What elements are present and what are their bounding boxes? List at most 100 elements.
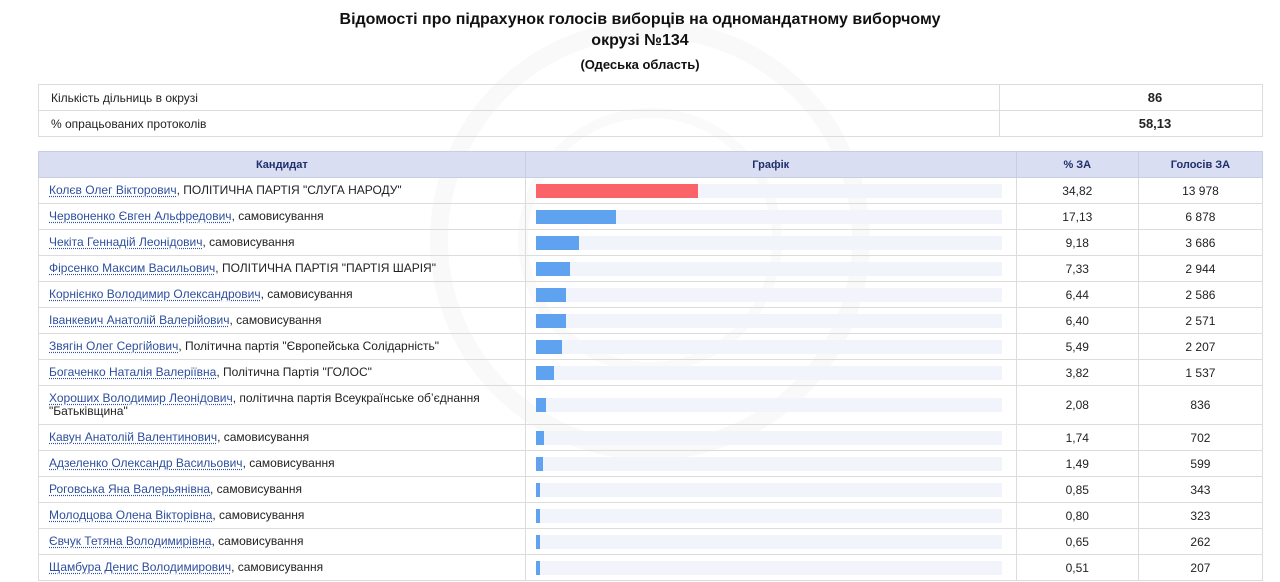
vote-share-bar xyxy=(535,313,566,328)
candidate-party: , ПОЛІТИЧНА ПАРТІЯ "ПАРТІЯ ШАРІЯ" xyxy=(215,261,436,275)
pct-cell: 0,85 xyxy=(1015,476,1139,503)
pct-cell: 0,65 xyxy=(1015,528,1139,555)
vote-share-bar xyxy=(535,508,540,523)
pct-cell: 34,82 xyxy=(1015,177,1139,204)
candidate-cell: Адзеленко Олександр Васильович, самовису… xyxy=(38,450,526,477)
candidate-row: Корнієнко Володимир Олександрович, самов… xyxy=(38,281,1264,308)
candidate-cell: Роговська Яна Валерьянівна, самовисуванн… xyxy=(38,476,526,503)
summary-label: % опрацьованих протоколів xyxy=(38,110,1000,137)
summary-value: 86 xyxy=(999,84,1263,111)
pct-cell: 0,80 xyxy=(1015,502,1139,529)
candidate-name-link[interactable]: Адзеленко Олександр Васильович xyxy=(49,456,243,470)
votes-cell: 323 xyxy=(1137,502,1264,529)
candidate-name-link[interactable]: Богаченко Наталія Валеріївна xyxy=(49,365,217,379)
candidate-cell: Звягін Олег Сергійович, Політична партія… xyxy=(38,333,526,360)
candidate-party: , самовисування xyxy=(231,209,324,223)
candidate-cell: Червоненко Євген Альфредович, самовисува… xyxy=(38,203,526,230)
candidate-name-link[interactable]: Корнієнко Володимир Олександрович xyxy=(49,287,261,301)
bar-track xyxy=(535,482,1002,497)
candidate-party: , самовисування xyxy=(260,287,353,301)
graph-cell xyxy=(524,554,1017,581)
candidate-cell: Корнієнко Володимир Олександрович, самов… xyxy=(38,281,526,308)
region-subtitle: (Одеська область) xyxy=(580,57,700,72)
graph-cell xyxy=(524,476,1017,503)
summary-row-stations: Кількість дільниць в окрузі 86 xyxy=(38,84,1263,111)
candidate-row: Євчук Тетяна Володимирівна, самовисуванн… xyxy=(38,528,1264,555)
candidate-name-link[interactable]: Роговська Яна Валерьянівна xyxy=(49,482,210,496)
vote-share-bar xyxy=(535,287,566,302)
graph-cell xyxy=(524,424,1017,451)
candidate-name-link[interactable]: Молодцова Олена Вікторівна xyxy=(49,508,213,522)
bar-track xyxy=(535,398,1002,412)
votes-cell: 2 586 xyxy=(1137,281,1264,308)
candidate-cell: Хороших Володимир Леонідович, політична … xyxy=(38,385,526,425)
candidate-party: , самовисування xyxy=(210,482,303,496)
district-summary-table: Кількість дільниць в окрузі 86 % опрацьо… xyxy=(38,84,1263,137)
pct-cell: 6,40 xyxy=(1015,307,1139,334)
vote-share-bar xyxy=(535,209,616,224)
vote-share-bar xyxy=(535,261,570,276)
candidate-cell: Колєв Олег Вікторович, ПОЛІТИЧНА ПАРТІЯ … xyxy=(38,177,526,204)
vote-share-bar xyxy=(535,183,698,198)
candidate-cell: Щамбура Денис Володимирович, самовисуван… xyxy=(38,554,526,581)
bar-track xyxy=(535,560,1002,575)
graph-cell xyxy=(524,177,1017,204)
candidate-name-link[interactable]: Звягін Олег Сергійович xyxy=(49,339,179,353)
candidate-row: Колєв Олег Вікторович, ПОЛІТИЧНА ПАРТІЯ … xyxy=(38,177,1264,204)
column-header-candidate: Кандидат xyxy=(38,151,526,178)
vote-share-bar xyxy=(535,482,540,497)
candidate-cell: Євчук Тетяна Володимирівна, самовисуванн… xyxy=(38,528,526,555)
candidate-cell: Іванкевич Анатолій Валерійович, самовису… xyxy=(38,307,526,334)
candidate-name-link[interactable]: Чекіта Геннадій Леонідович xyxy=(49,235,203,249)
candidate-name-link[interactable]: Колєв Олег Вікторович xyxy=(49,183,177,197)
bar-track xyxy=(535,209,1002,224)
column-header-pct: % ЗА xyxy=(1015,151,1139,178)
candidate-party: , самовисування xyxy=(217,430,310,444)
candidate-row: Хороших Володимир Леонідович, політична … xyxy=(38,385,1264,425)
results-body: Колєв Олег Вікторович , ПОЛІТИЧНА ПАРТІЯ … xyxy=(38,177,1264,581)
graph-cell xyxy=(524,450,1017,477)
votes-cell: 343 xyxy=(1137,476,1264,503)
candidate-cell: Фірсенко Максим Васильович, ПОЛІТИЧНА ПА… xyxy=(38,255,526,282)
bar-track xyxy=(535,508,1002,523)
candidate-row: Щамбура Денис Володимирович, самовисуван… xyxy=(38,554,1264,581)
votes-cell: 599 xyxy=(1137,450,1264,477)
candidate-row: Звягін Олег Сергійович, Політична партія… xyxy=(38,333,1264,360)
candidate-name-link[interactable]: Іванкевич Анатолій Валерійович xyxy=(49,313,230,327)
votes-cell: 6 878 xyxy=(1137,203,1264,230)
bar-track xyxy=(535,534,1002,549)
page-header: Відомості про підрахунок голосів виборці… xyxy=(0,0,1280,72)
column-header-graph: Графік xyxy=(524,151,1017,178)
graph-cell xyxy=(524,359,1017,386)
graph-cell xyxy=(524,281,1017,308)
bar-track xyxy=(535,313,1002,328)
pct-cell: 1,74 xyxy=(1015,424,1139,451)
candidate-name-link[interactable]: Євчук Тетяна Володимирівна xyxy=(49,534,212,548)
vote-share-bar xyxy=(535,456,543,471)
candidate-row: Богаченко Наталія Валеріївна, Політична … xyxy=(38,359,1264,386)
candidate-name-link[interactable]: Фірсенко Максим Васильович xyxy=(49,261,216,275)
bar-track xyxy=(535,365,1002,380)
bar-track xyxy=(535,430,1002,445)
summary-value: 58,13 xyxy=(999,110,1263,137)
candidate-party: , самовисування xyxy=(211,534,304,548)
votes-cell: 13 978 xyxy=(1137,177,1264,204)
pct-cell: 1,49 xyxy=(1015,450,1139,477)
pct-cell: 9,18 xyxy=(1015,229,1139,256)
candidate-name-link[interactable]: Хороших Володимир Леонідович xyxy=(49,391,233,405)
candidate-cell: Чекіта Геннадій Леонідович, самовисуванн… xyxy=(38,229,526,256)
candidate-row: Червоненко Євген Альфредович, самовисува… xyxy=(38,203,1264,230)
graph-cell xyxy=(524,528,1017,555)
votes-cell: 1 537 xyxy=(1137,359,1264,386)
summary-label: Кількість дільниць в окрузі xyxy=(38,84,1000,111)
candidate-cell: Богаченко Наталія Валеріївна, Політична … xyxy=(38,359,526,386)
candidate-name-link[interactable]: Кавун Анатолій Валентинович xyxy=(49,430,218,444)
graph-cell xyxy=(524,229,1017,256)
candidate-name-link[interactable]: Щамбура Денис Володимирович xyxy=(49,560,232,574)
candidate-party: , самовисування xyxy=(242,456,335,470)
pct-cell: 3,82 xyxy=(1015,359,1139,386)
candidate-name-link[interactable]: Червоненко Євген Альфредович xyxy=(49,209,232,223)
vote-share-bar xyxy=(535,560,540,575)
votes-cell: 836 xyxy=(1137,385,1264,425)
votes-cell: 3 686 xyxy=(1137,229,1264,256)
